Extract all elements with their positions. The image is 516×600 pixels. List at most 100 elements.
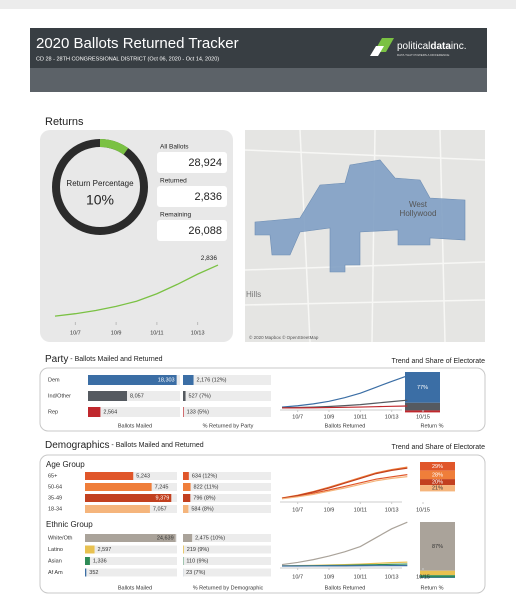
footer-label: Return % bbox=[421, 423, 444, 429]
row-label: Asian bbox=[48, 558, 62, 564]
value-label: 584 (8%) bbox=[191, 506, 213, 512]
x-tick-label: 10/7 bbox=[292, 574, 303, 580]
value-label: 219 (9%) bbox=[187, 547, 209, 553]
mailed-bar bbox=[85, 494, 172, 502]
returns-panel bbox=[40, 130, 233, 342]
value-label: 1,336 bbox=[93, 558, 107, 564]
x-tick-label: 10/13 bbox=[191, 330, 205, 336]
row-label: White/Oth bbox=[48, 535, 72, 541]
end-label: 2,836 bbox=[201, 255, 218, 262]
stat-value: 26,088 bbox=[188, 225, 222, 237]
value-label: 352 bbox=[89, 570, 98, 576]
share-segment bbox=[405, 372, 440, 403]
share-segment bbox=[420, 570, 455, 576]
x-tick-label: 10/11 bbox=[354, 507, 367, 513]
x-tick-label: 10/9 bbox=[324, 574, 335, 580]
returned-bar bbox=[183, 545, 184, 554]
value-label: 9,379 bbox=[156, 495, 170, 501]
footer-label: Return % bbox=[421, 585, 444, 591]
row-label: Latino bbox=[48, 547, 63, 553]
row-label: Ind/Other bbox=[48, 393, 71, 399]
value-label: 7,245 bbox=[155, 484, 169, 490]
x-tick-label: 10/7 bbox=[70, 330, 81, 336]
bar-track bbox=[183, 505, 271, 513]
bar-track bbox=[88, 407, 180, 417]
trend-line bbox=[281, 521, 408, 566]
bar-track bbox=[183, 472, 271, 480]
value-label: 7,057 bbox=[153, 506, 167, 512]
header-band bbox=[30, 28, 487, 68]
value-label: 2,475 (10%) bbox=[195, 535, 225, 541]
row-label: Rep bbox=[48, 409, 58, 415]
share-segment bbox=[420, 462, 455, 471]
bar-track bbox=[183, 534, 271, 542]
header-subband bbox=[30, 68, 487, 92]
footer-label: Ballots Mailed bbox=[118, 423, 152, 429]
share-label: 77% bbox=[417, 385, 428, 391]
x-tick-label: 10/7 bbox=[292, 507, 303, 513]
section-title: Demographics - Ballots Mailed and Return… bbox=[45, 440, 204, 451]
stat-box bbox=[157, 186, 227, 207]
section-title: Returns bbox=[45, 116, 84, 128]
section-subtitle: Trend and Share of Electorate bbox=[391, 358, 485, 365]
section-title-sub: - Ballots Mailed and Returned bbox=[68, 356, 162, 363]
footer-label: Ballots Mailed bbox=[118, 585, 152, 591]
bar-track bbox=[85, 545, 177, 554]
x-tick-label: 10/9 bbox=[111, 330, 122, 336]
share-label: 29% bbox=[432, 464, 443, 470]
share-label: 20% bbox=[432, 480, 443, 486]
trend-line bbox=[281, 474, 408, 499]
share-segment bbox=[420, 470, 455, 480]
stat-label: All Ballots bbox=[160, 144, 189, 151]
district-shape bbox=[254, 159, 466, 273]
share-segment bbox=[420, 485, 455, 492]
bar-track bbox=[183, 557, 271, 565]
mailed-bar bbox=[85, 568, 87, 577]
value-label: 796 (8%) bbox=[193, 495, 215, 501]
row-label: 65+ bbox=[48, 473, 57, 479]
share-label: 28% bbox=[432, 472, 443, 478]
share-label: 87% bbox=[432, 544, 443, 550]
browser-strip bbox=[0, 0, 516, 9]
returned-bar bbox=[183, 472, 189, 480]
value-label: 634 (12%) bbox=[192, 473, 218, 479]
title: 2020 Ballots Returned Tracker bbox=[36, 35, 239, 52]
x-tick-label: 10/9 bbox=[324, 507, 335, 513]
logo-icon bbox=[370, 46, 384, 56]
mailed-bar bbox=[85, 534, 176, 542]
section-title: Party - Ballots Mailed and Returned bbox=[45, 354, 163, 365]
value-label: 2,597 bbox=[98, 547, 112, 553]
bar-track bbox=[183, 375, 271, 385]
mailed-bar bbox=[88, 391, 128, 401]
logo-part: inc. bbox=[451, 41, 467, 52]
returned-bar bbox=[183, 494, 191, 502]
share-segment bbox=[420, 522, 455, 571]
bar-track bbox=[85, 568, 177, 577]
share-label: 21% bbox=[432, 486, 443, 492]
stat-value: 2,836 bbox=[194, 191, 222, 203]
street bbox=[244, 299, 486, 306]
returned-bar bbox=[183, 375, 194, 385]
x-tick-label: 10/13 bbox=[385, 507, 399, 513]
row-label: 50-64 bbox=[48, 484, 62, 490]
value-label: 110 (9%) bbox=[186, 558, 208, 564]
bar-track bbox=[183, 407, 271, 417]
share-segment bbox=[420, 577, 455, 578]
stat-box bbox=[157, 152, 227, 173]
bar-track bbox=[183, 545, 271, 554]
x-tick-label: 10/7 bbox=[292, 414, 303, 420]
x-tick-label: 10/9 bbox=[324, 414, 335, 420]
logo-part: data bbox=[430, 41, 451, 52]
value-label: 2,176 (12%) bbox=[197, 377, 227, 383]
trend-line bbox=[281, 375, 408, 408]
value-label: 23 (7%) bbox=[186, 570, 205, 576]
footer-label: Ballots Returned bbox=[325, 423, 366, 429]
street bbox=[299, 129, 311, 343]
trend-line bbox=[54, 264, 219, 317]
mailed-bar bbox=[85, 483, 152, 491]
mailed-bar bbox=[88, 375, 177, 385]
logo: politicaldatainc. bbox=[397, 41, 466, 52]
x-tick-label: 10/13 bbox=[385, 574, 399, 580]
stat-box bbox=[157, 220, 227, 241]
value-label: 8,057 bbox=[130, 393, 144, 399]
